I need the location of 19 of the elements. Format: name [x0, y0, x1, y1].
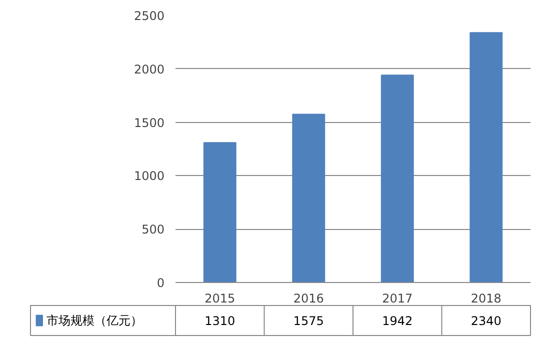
data-label: 1942 [382, 314, 413, 328]
bar [203, 142, 236, 282]
legend-label: 市场规模（亿元） [46, 314, 142, 328]
y-tick-label: 1500 [134, 116, 165, 130]
y-tick-label: 0 [156, 276, 165, 290]
y-tick-label: 1000 [134, 169, 165, 184]
x-tick-label: 2016 [293, 292, 324, 306]
x-tick-label: 2018 [470, 292, 502, 306]
bar [292, 114, 326, 282]
data-label: 1310 [204, 314, 236, 328]
bar [380, 74, 414, 282]
y-tick-label: 500 [142, 222, 164, 237]
y-tick-label: 2000 [134, 62, 165, 76]
data-label: 1575 [293, 314, 324, 328]
bar [470, 32, 503, 282]
y-tick-label: 2500 [134, 9, 165, 23]
x-tick-label: 2017 [382, 292, 413, 306]
data-label: 2340 [470, 314, 502, 328]
x-tick-label: 2015 [204, 292, 236, 306]
